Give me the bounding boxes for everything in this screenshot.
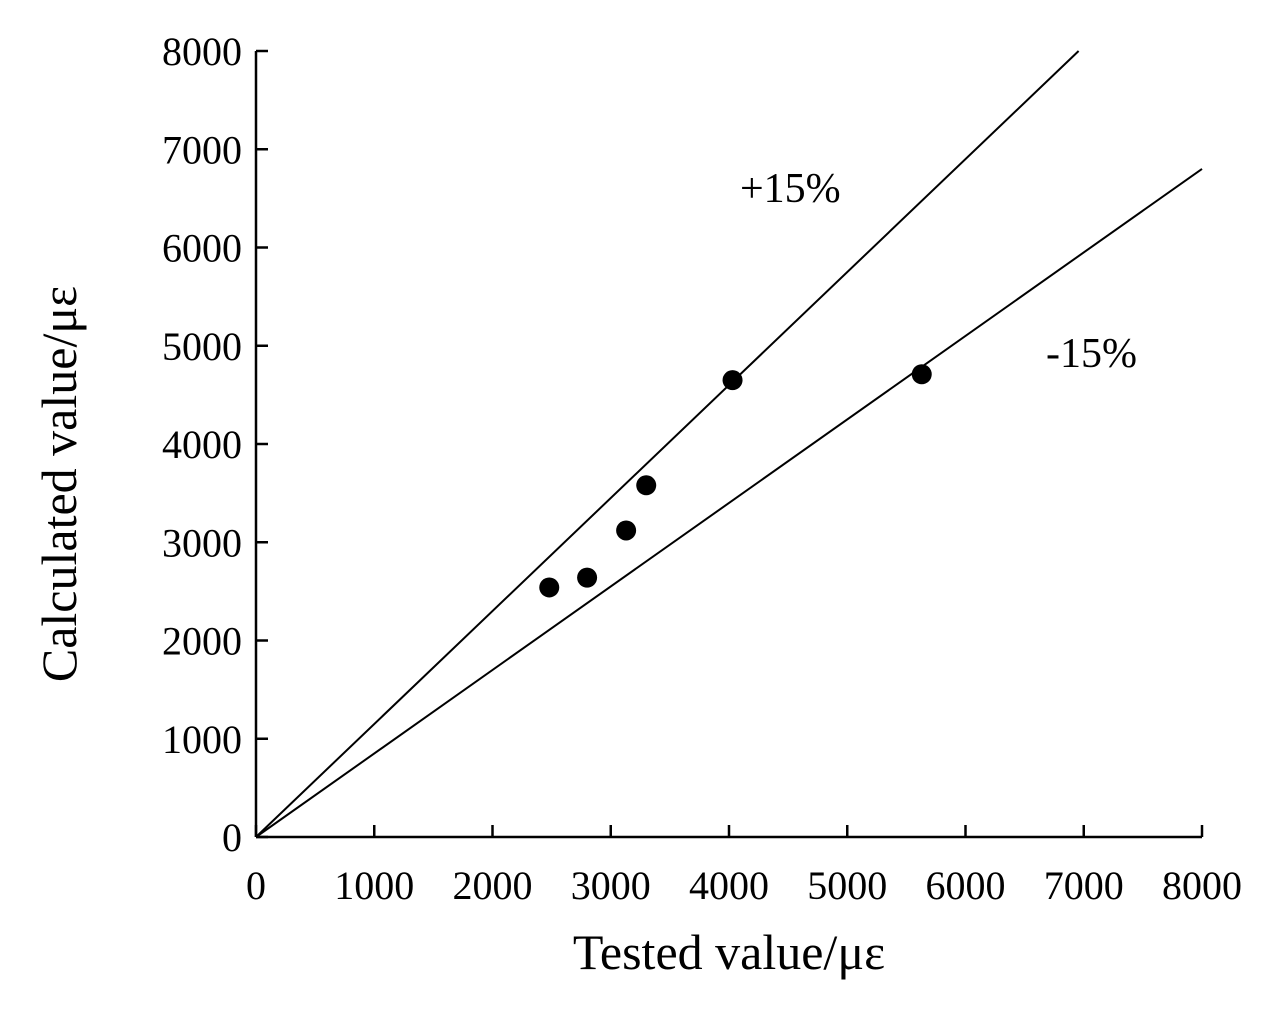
- y-tick-label: 3000: [162, 520, 242, 565]
- data-point: [616, 520, 637, 541]
- y-axis-title: Calculated value/με: [31, 286, 87, 682]
- x-tick-label: 0: [246, 863, 266, 908]
- y-tick-label: 8000: [162, 29, 242, 74]
- x-tick-label: 1000: [334, 863, 414, 908]
- axes: [254, 51, 1202, 839]
- x-tick-label: 2000: [453, 863, 533, 908]
- x-tick-label: 8000: [1162, 863, 1242, 908]
- y-tick-label: 2000: [162, 619, 242, 664]
- y-tick-label: 4000: [162, 422, 242, 467]
- x-tick-label: 6000: [926, 863, 1006, 908]
- data-point: [539, 577, 560, 598]
- plus-15-percent-label: +15%: [740, 166, 841, 212]
- data-point: [577, 567, 598, 588]
- x-tick-label: 3000: [571, 863, 651, 908]
- x-tick-label: 5000: [807, 863, 887, 908]
- lower-bound-line: [255, 168, 1203, 838]
- data-point: [722, 370, 743, 391]
- reference-lines: [255, 50, 1203, 838]
- minus-15-percent-label: -15%: [1046, 331, 1137, 377]
- y-tick-label: 7000: [162, 127, 242, 172]
- y-tick-label: 0: [222, 815, 242, 860]
- data-point: [911, 364, 932, 385]
- y-tick-label: 6000: [162, 226, 242, 271]
- data-point: [636, 475, 657, 496]
- x-tick-label: 4000: [689, 863, 769, 908]
- annotations: +15% -15%: [740, 166, 1137, 377]
- x-ticks: 0 1000 2000 3000 4000 5000 6000 7000 8000: [246, 825, 1242, 908]
- y-tick-label: 5000: [162, 324, 242, 369]
- x-axis-title: Tested value/με: [573, 924, 885, 980]
- x-tick-label: 7000: [1044, 863, 1124, 908]
- upper-bound-line: [255, 50, 1080, 838]
- y-ticks: 0 1000 2000 3000 4000 5000 6000 7000 8000: [162, 29, 268, 860]
- data-points: [539, 364, 932, 598]
- y-tick-label: 1000: [162, 717, 242, 762]
